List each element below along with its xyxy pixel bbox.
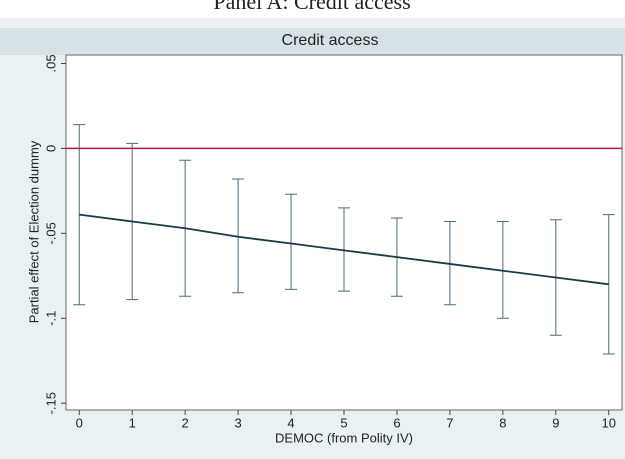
y-tick-label: .05	[43, 54, 58, 72]
y-tick-label: -.05	[43, 222, 58, 244]
x-tick-label: 7	[446, 415, 453, 430]
x-tick-label: 0	[76, 415, 83, 430]
x-tick-label: 9	[552, 415, 559, 430]
chart-title: Credit access	[282, 32, 379, 49]
panel-title: Panel A: Credit access	[213, 0, 410, 14]
estimate-line	[79, 213, 609, 286]
title-band	[0, 28, 625, 55]
x-tick-label: 1	[129, 415, 136, 430]
x-tick-label: 4	[287, 415, 294, 430]
x-tick-label: 5	[340, 415, 347, 430]
y-tick-label: -.1	[43, 311, 58, 326]
error-bar	[602, 214, 615, 355]
error-bar	[285, 193, 298, 290]
y-axis-label: Partial effect of Election dummy	[26, 140, 41, 323]
x-tick-label: 3	[234, 415, 241, 430]
x-axis-label: DEMOC (from Polity IV)	[275, 430, 413, 445]
x-tick-label: 10	[602, 415, 616, 430]
error-bar	[73, 124, 86, 306]
y-tick-label: 0	[43, 145, 58, 152]
y-tick-label: -.15	[43, 392, 58, 414]
x-tick-label: 6	[393, 415, 400, 430]
x-tick-label: 2	[182, 415, 189, 430]
x-tick-label: 8	[499, 415, 506, 430]
